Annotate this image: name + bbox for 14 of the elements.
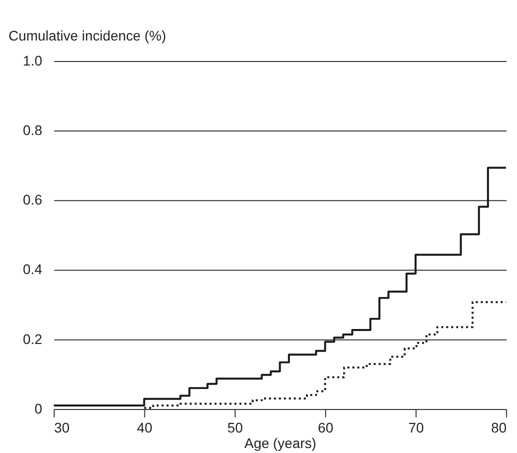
y-tick-label: 0.2 (22, 330, 43, 347)
x-tick-label: 70 (408, 419, 424, 436)
x-tick-label: 60 (318, 419, 334, 436)
y-tick-label: 0.8 (22, 122, 43, 138)
y-axis-title: Cumulative incidence (%) (8, 28, 166, 44)
x-tick-label: 50 (227, 419, 244, 436)
x-axis-title: Age (years) (244, 435, 316, 452)
x-tick-label: 40 (136, 419, 153, 436)
y-tick-label: 0.6 (22, 192, 43, 208)
x-tick-label: 80 (491, 419, 507, 436)
x-tick-label: 30 (54, 419, 70, 436)
y-tick-label: 0.4 (22, 261, 43, 278)
y-tick-label: 1.0 (22, 52, 43, 68)
y-tick-label: 0 (34, 400, 43, 416)
